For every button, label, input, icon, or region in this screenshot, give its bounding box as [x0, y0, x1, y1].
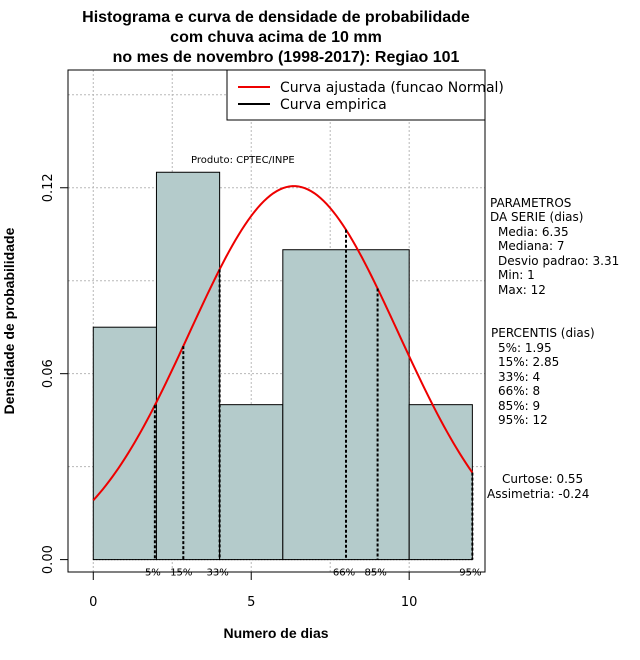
y-tick-label-0.12: 0.12: [41, 173, 56, 202]
axis-ticks: 0 5 10 0.00 0.06 0.12: [41, 173, 417, 610]
chart-title-line-3: no mes de novembro (1998-2017): Regiao 1…: [113, 49, 460, 66]
chart-title-line-1: Histograma e curva de densidade de proba…: [82, 9, 470, 26]
legend-empirical-label: Curva empirica: [280, 97, 387, 113]
y-tick-label-0.06: 0.06: [41, 359, 56, 388]
x-tick-label-10: 10: [401, 595, 418, 610]
legend: Curva ajustada (funcao Normal) Curva emp…: [226, 69, 504, 121]
x-axis-label: Numero de dias: [223, 625, 328, 641]
parameter-sd: Desvio padrao: 3.31: [498, 254, 619, 268]
parameters-header-1: PARAMETROS: [490, 196, 571, 210]
legend-fitted-label: Curva ajustada (funcao Normal): [280, 80, 504, 96]
histogram-bar-1: [92, 326, 157, 561]
parameter-median: Mediana: 7: [498, 239, 565, 253]
percentiles-panel: PERCENTIS (dias) 5%: 1.95 15%: 2.85 33%:…: [491, 326, 595, 427]
percentile-33: 33%: 4: [498, 370, 540, 384]
x-tick-label-0: 0: [89, 595, 97, 610]
legend-box: [226, 69, 486, 121]
parameter-max: Max: 12: [498, 283, 546, 297]
fitted-curve: [92, 185, 474, 501]
parameter-min: Min: 1: [498, 268, 535, 282]
chart-title-line-2: com chuva acima de 10 mm: [170, 29, 382, 46]
percentile-label-85%: 85%: [364, 568, 386, 579]
percentile-95: 95%: 12: [498, 413, 548, 427]
percentile-label-15%: 15%: [170, 568, 192, 579]
percentile-label-5%: 5%: [145, 568, 161, 579]
skewness-stat: Assimetria: -0.24: [487, 487, 589, 501]
percentile-66: 66%: 8: [498, 384, 540, 398]
percentiles-header: PERCENTIS (dias): [491, 326, 595, 340]
percentile-15: 15%: 2.85: [498, 355, 559, 369]
parameter-mean: Media: 6.35: [498, 225, 569, 239]
y-axis-label: Densidade de probabilidade: [1, 227, 17, 414]
histogram-bar-3: [219, 404, 284, 561]
y-tick-label-0.00: 0.00: [41, 545, 56, 574]
histogram-bars: [92, 171, 473, 561]
histogram-bar-2: [155, 171, 221, 561]
x-tick-label-5: 5: [247, 595, 255, 610]
normal-fit-curve: [92, 185, 474, 501]
parameters-panel: PARAMETROS DA SERIE (dias) Media: 6.35 M…: [490, 196, 619, 297]
percentile-markers: 5% 15% 33% 66% 85% 95%: [145, 229, 481, 579]
percentile-85: 85%: 9: [498, 399, 540, 413]
histogram-bar-5: [408, 404, 473, 561]
percentile-label-66%: 66%: [333, 568, 355, 579]
kurtosis-stat: Curtose: 0.55: [502, 472, 583, 486]
percentile-5: 5%: 1.95: [498, 341, 552, 355]
percentile-label-33%: 33%: [207, 568, 229, 579]
percentile-label-95%: 95%: [459, 568, 481, 579]
product-label: Produto: CPTEC/INPE: [191, 155, 295, 166]
parameters-header-2: DA SERIE (dias): [490, 210, 583, 224]
